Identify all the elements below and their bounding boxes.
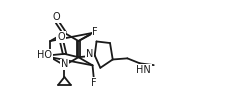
Text: F: F (91, 78, 96, 88)
Text: N: N (60, 59, 68, 69)
Text: HN: HN (136, 65, 151, 75)
Text: O: O (52, 12, 60, 22)
Text: O: O (57, 32, 64, 42)
Text: HO: HO (37, 50, 52, 60)
Text: F: F (92, 27, 98, 37)
Text: N: N (86, 49, 93, 59)
